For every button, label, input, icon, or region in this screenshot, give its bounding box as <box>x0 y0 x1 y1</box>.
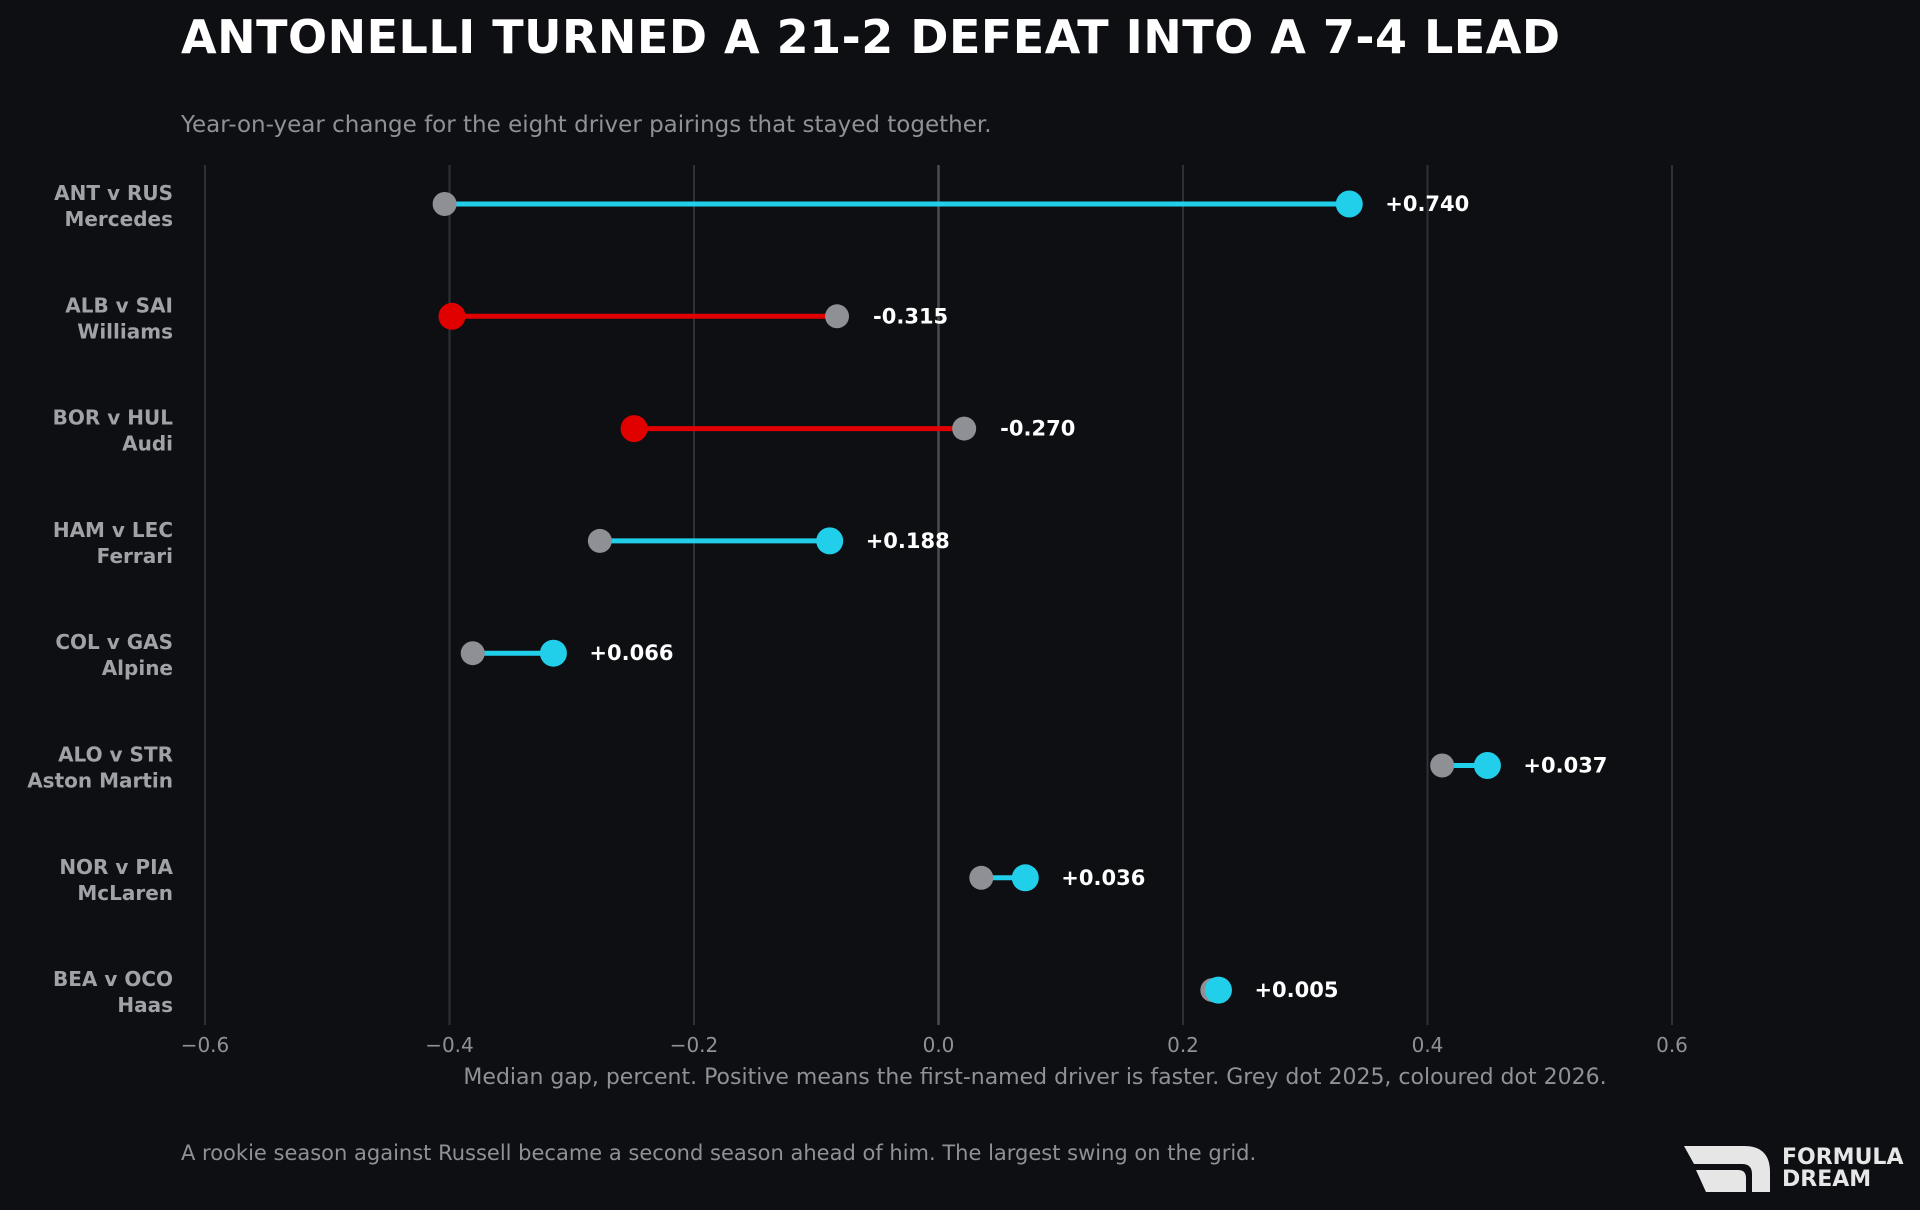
x-tick-label: −0.4 <box>425 1033 474 1057</box>
change-value-label: +0.036 <box>1061 866 1145 890</box>
dot-2025 <box>825 304 850 329</box>
x-axis-ticks: −0.6 −0.4 −0.2 0.0 0.2 0.4 0.6 <box>181 1033 1688 1057</box>
pairing-label: COL v GAS <box>55 630 173 654</box>
team-label: Williams <box>77 319 173 343</box>
x-tick-label: −0.6 <box>181 1033 230 1057</box>
team-label: McLaren <box>77 881 173 905</box>
change-value-label: -0.315 <box>873 304 948 328</box>
change-value-label: +0.037 <box>1523 754 1607 778</box>
brand-line-2: DREAM <box>1782 1167 1872 1192</box>
team-label: Haas <box>117 993 173 1017</box>
team-label: Alpine <box>102 656 173 680</box>
dot-2026 <box>1011 864 1039 892</box>
dot-2026 <box>1473 752 1501 779</box>
change-value-label: +0.005 <box>1254 978 1338 1002</box>
pairing-label: BEA v OCO <box>53 967 173 991</box>
x-tick-label: 0.2 <box>1167 1033 1199 1057</box>
dot-2025 <box>969 865 994 890</box>
dot-2026 <box>1204 976 1232 1004</box>
pairing-label: NOR v PIA <box>59 855 173 879</box>
x-tick-label: 0.0 <box>923 1033 955 1057</box>
x-axis-label: Median gap, percent. Positive means the … <box>463 1065 1606 1090</box>
x-tick-label: −0.2 <box>670 1033 719 1057</box>
pairing-label: ANT v RUS <box>54 181 173 205</box>
brand-name: FORMULA DREAM <box>1782 1147 1903 1191</box>
dot-2026 <box>620 415 648 443</box>
dot-2026 <box>539 639 567 667</box>
team-label: Aston Martin <box>27 769 173 793</box>
grid-lines <box>204 165 1673 1025</box>
formula-dream-logo <box>1684 1146 1770 1192</box>
dot-2026 <box>1335 190 1363 218</box>
change-value-label: +0.066 <box>589 641 673 665</box>
team-label: Mercedes <box>64 207 173 231</box>
dot-2026 <box>816 527 844 555</box>
chart-subtitle: Year-on-year change for the eight driver… <box>181 112 992 138</box>
chart-title: ANTONELLI TURNED A 21-2 DEFEAT INTO A 7-… <box>181 10 1561 64</box>
team-label: Audi <box>122 432 173 456</box>
footnote: A rookie season against Russell became a… <box>181 1141 1257 1165</box>
dot-2026 <box>438 302 466 330</box>
brand-line-1: FORMULA <box>1782 1145 1904 1170</box>
dot-2025 <box>587 528 612 553</box>
team-label: Ferrari <box>97 544 173 568</box>
x-tick-label: 0.4 <box>1412 1033 1444 1057</box>
x-tick-label: 0.6 <box>1656 1033 1688 1057</box>
dot-2025 <box>952 416 977 441</box>
dot-2025 <box>1430 753 1455 778</box>
dot-2025 <box>432 192 457 216</box>
pairing-label: BOR v HUL <box>53 406 174 430</box>
pairing-label: HAM v LEC <box>53 518 173 542</box>
dot-2025 <box>460 641 485 666</box>
change-value-label: -0.270 <box>1000 417 1075 441</box>
pairing-label: ALB v SAI <box>65 293 173 317</box>
pairing-label: ALO v STR <box>58 743 173 767</box>
change-value-label: +0.740 <box>1385 192 1469 216</box>
change-value-label: +0.188 <box>866 529 950 553</box>
